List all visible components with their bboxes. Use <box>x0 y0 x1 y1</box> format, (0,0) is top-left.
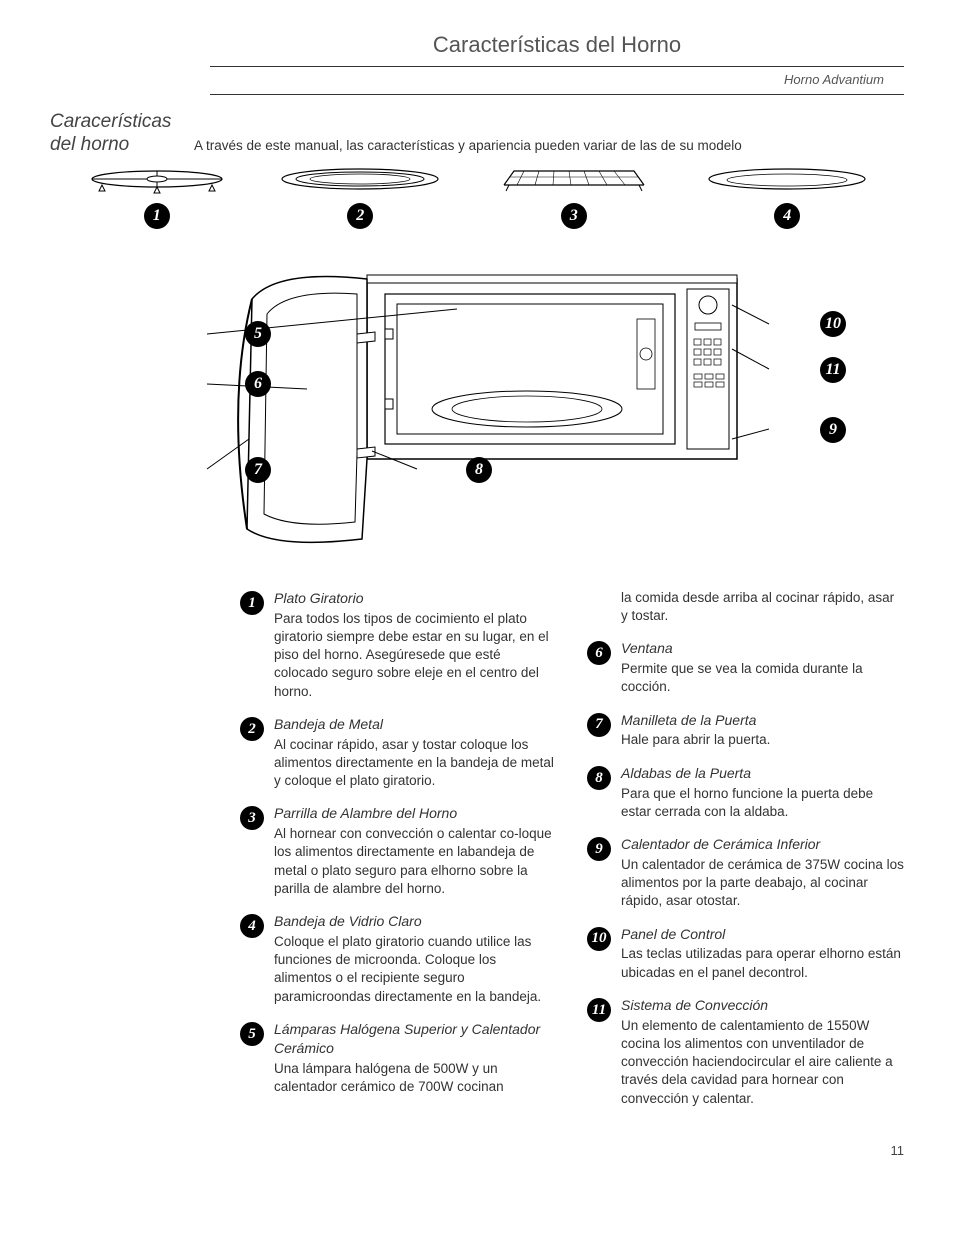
feature-desc-5: Una lámpara halógena de 500W y un calent… <box>274 1060 557 1096</box>
feature-badge-5: 5 <box>240 1022 264 1046</box>
feature-badge-3: 3 <box>240 806 264 830</box>
feature-title-2: Bandeja de Metal <box>274 715 557 734</box>
accessory-wire-rack: 3 <box>489 165 659 229</box>
callout-badge-9: 9 <box>820 417 846 443</box>
feature-desc-3: Al hornear con convección o calentar co-… <box>274 825 557 898</box>
feature-badge-10: 10 <box>587 927 611 951</box>
accessory-metal-tray: 2 <box>275 165 445 229</box>
feature-badge-7: 7 <box>587 713 611 737</box>
feature-title-9: Calentador de Cerámica Inferior <box>621 835 904 854</box>
feature-badge-1: 1 <box>240 591 264 615</box>
feature-6: 6 Ventana Permite que se vea la comida d… <box>587 639 904 696</box>
feature-badge-4: 4 <box>240 914 264 938</box>
feature-title-1: Plato Giratorio <box>274 589 557 608</box>
oven-diagram: 5 6 7 8 10 11 9 <box>50 239 904 569</box>
badge-4: 4 <box>774 203 800 229</box>
feature-title-6: Ventana <box>621 639 904 658</box>
wire-rack-icon <box>489 165 659 197</box>
page-title: Características del Horno <box>210 30 904 67</box>
right-column: la comida desde arriba al cocinar rápido… <box>587 589 904 1122</box>
feature-badge-6: 6 <box>587 641 611 665</box>
turntable-support-icon <box>82 165 232 197</box>
feature-title-7: Manilleta de la Puerta <box>621 711 904 730</box>
feature-1: 1 Plato Giratorio Para todos los tipos d… <box>240 589 557 701</box>
glass-tray-icon <box>702 165 872 197</box>
feature-11: 11 Sistema de Convección Un elemento de … <box>587 996 904 1108</box>
feature-badge-8: 8 <box>587 766 611 790</box>
feature-desc-7: Hale para abrir la puerta. <box>621 731 904 749</box>
feature-desc-6: Permite que se vea la comida durante la … <box>621 660 904 696</box>
metal-tray-icon <box>275 165 445 197</box>
feature-badge-2: 2 <box>240 717 264 741</box>
accessory-turntable-support: 1 <box>82 165 232 229</box>
feature-desc-11: Un elemento de calentamiento de 1550W co… <box>621 1017 904 1108</box>
feature-5: 5 Lámparas Halógena Superior y Calentado… <box>240 1020 557 1096</box>
callout-badge-10: 10 <box>820 311 846 337</box>
feature-10: 10 Panel de Control Las teclas utilizada… <box>587 925 904 982</box>
badge-1: 1 <box>144 203 170 229</box>
feature-desc-9: Un calentador de cerámica de 375W cocina… <box>621 856 904 911</box>
accessory-glass-tray: 4 <box>702 165 872 229</box>
feature-desc-4: Coloque el plato giratorio cuando utilic… <box>274 933 557 1006</box>
callout-badge-7: 7 <box>245 457 271 483</box>
feature-desc-1: Para todos los tipos de cocimiento el pl… <box>274 610 557 701</box>
feature-8: 8 Aldabas de la Puerta Para que el horno… <box>587 764 904 821</box>
left-column: 1 Plato Giratorio Para todos los tipos d… <box>240 589 557 1122</box>
page-number: 11 <box>50 1142 904 1160</box>
feature-7: 7 Manilleta de la Puerta Hale para abrir… <box>587 711 904 750</box>
feature-desc-10: Las teclas utilizadas para operar elhorn… <box>621 945 904 981</box>
feature-title-10: Panel de Control <box>621 925 904 944</box>
feature-title-11: Sistema de Convección <box>621 996 904 1015</box>
feature-badge-9: 9 <box>587 837 611 861</box>
callout-badge-11: 11 <box>820 357 846 383</box>
feature-2: 2 Bandeja de Metal Al cocinar rápido, as… <box>240 715 557 791</box>
accessory-row: 1 2 3 4 <box>50 165 904 229</box>
feature-title-3: Parrilla de Alambre del Horno <box>274 804 557 823</box>
feature-4: 4 Bandeja de Vidrio Claro Coloque el pla… <box>240 912 557 1006</box>
feature-5-continuation: la comida desde arriba al cocinar rápido… <box>587 589 904 625</box>
product-subtitle: Horno Advantium <box>210 71 904 96</box>
callout-badge-5: 5 <box>245 321 271 347</box>
callout-badge-8: 8 <box>466 457 492 483</box>
section-note: A través de este manual, las característ… <box>194 137 742 157</box>
badge-3: 3 <box>561 203 587 229</box>
badge-2: 2 <box>347 203 373 229</box>
feature-columns: 1 Plato Giratorio Para todos los tipos d… <box>50 589 904 1122</box>
feature-9: 9 Calentador de Cerámica Inferior Un cal… <box>587 835 904 911</box>
feature-title-8: Aldabas de la Puerta <box>621 764 904 783</box>
callout-badge-6: 6 <box>245 371 271 397</box>
feature-desc-2: Al cocinar rápido, asar y tostar coloque… <box>274 736 557 791</box>
feature-title-4: Bandeja de Vidrio Claro <box>274 912 557 931</box>
section-heading: Caracerísticas del horno <box>50 111 180 157</box>
feature-3: 3 Parrilla de Alambre del Horno Al horne… <box>240 804 557 898</box>
feature-title-5: Lámparas Halógena Superior y Calentador … <box>274 1020 557 1058</box>
feature-desc-8: Para que el horno funcione la puerta deb… <box>621 785 904 821</box>
section-header: Caracerísticas del horno A través de est… <box>50 111 904 157</box>
feature-badge-11: 11 <box>587 998 611 1022</box>
